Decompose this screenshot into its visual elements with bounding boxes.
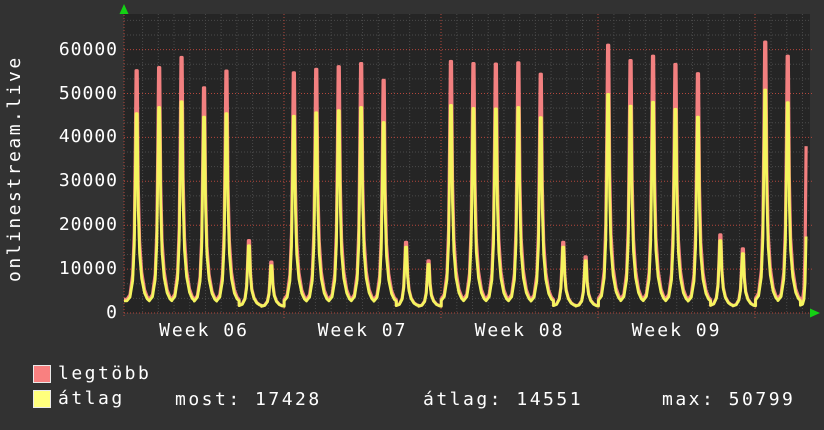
y-tick-label-50000: 50000 xyxy=(58,82,118,104)
legend-swatch-atlag xyxy=(33,390,51,408)
legend-label-legtobb: legtöbb xyxy=(58,363,152,384)
series-line-atlag xyxy=(124,88,808,308)
y-tick-label-10000: 10000 xyxy=(58,258,118,280)
y-tick-label-20000: 20000 xyxy=(58,214,118,236)
footer-stat-atlag: átlag: 14551 xyxy=(423,389,584,410)
y-tick-label-30000: 30000 xyxy=(58,170,118,192)
grid-minor xyxy=(124,14,810,313)
y-tick-label-60000: 60000 xyxy=(58,38,118,60)
y-tick-label-0: 0 xyxy=(106,302,118,323)
legend-swatch-legtobb xyxy=(33,365,51,383)
week-label-7: Week 07 xyxy=(317,320,408,341)
week-label-6: Week 06 xyxy=(159,320,249,341)
week-label-8: Week 08 xyxy=(474,320,565,341)
week-label-9: Week 09 xyxy=(631,320,722,341)
y-tick-label-40000: 40000 xyxy=(58,126,118,148)
footer-stat-most: most: 17428 xyxy=(175,389,322,410)
y-axis-arrow-icon xyxy=(119,4,129,14)
x-axis-arrow-icon xyxy=(810,308,820,318)
footer-stat-max: max: 50799 xyxy=(662,389,796,410)
vertical-axis-title: onlinestream.live xyxy=(4,55,25,282)
legend-label-atlag: átlag xyxy=(58,388,125,409)
